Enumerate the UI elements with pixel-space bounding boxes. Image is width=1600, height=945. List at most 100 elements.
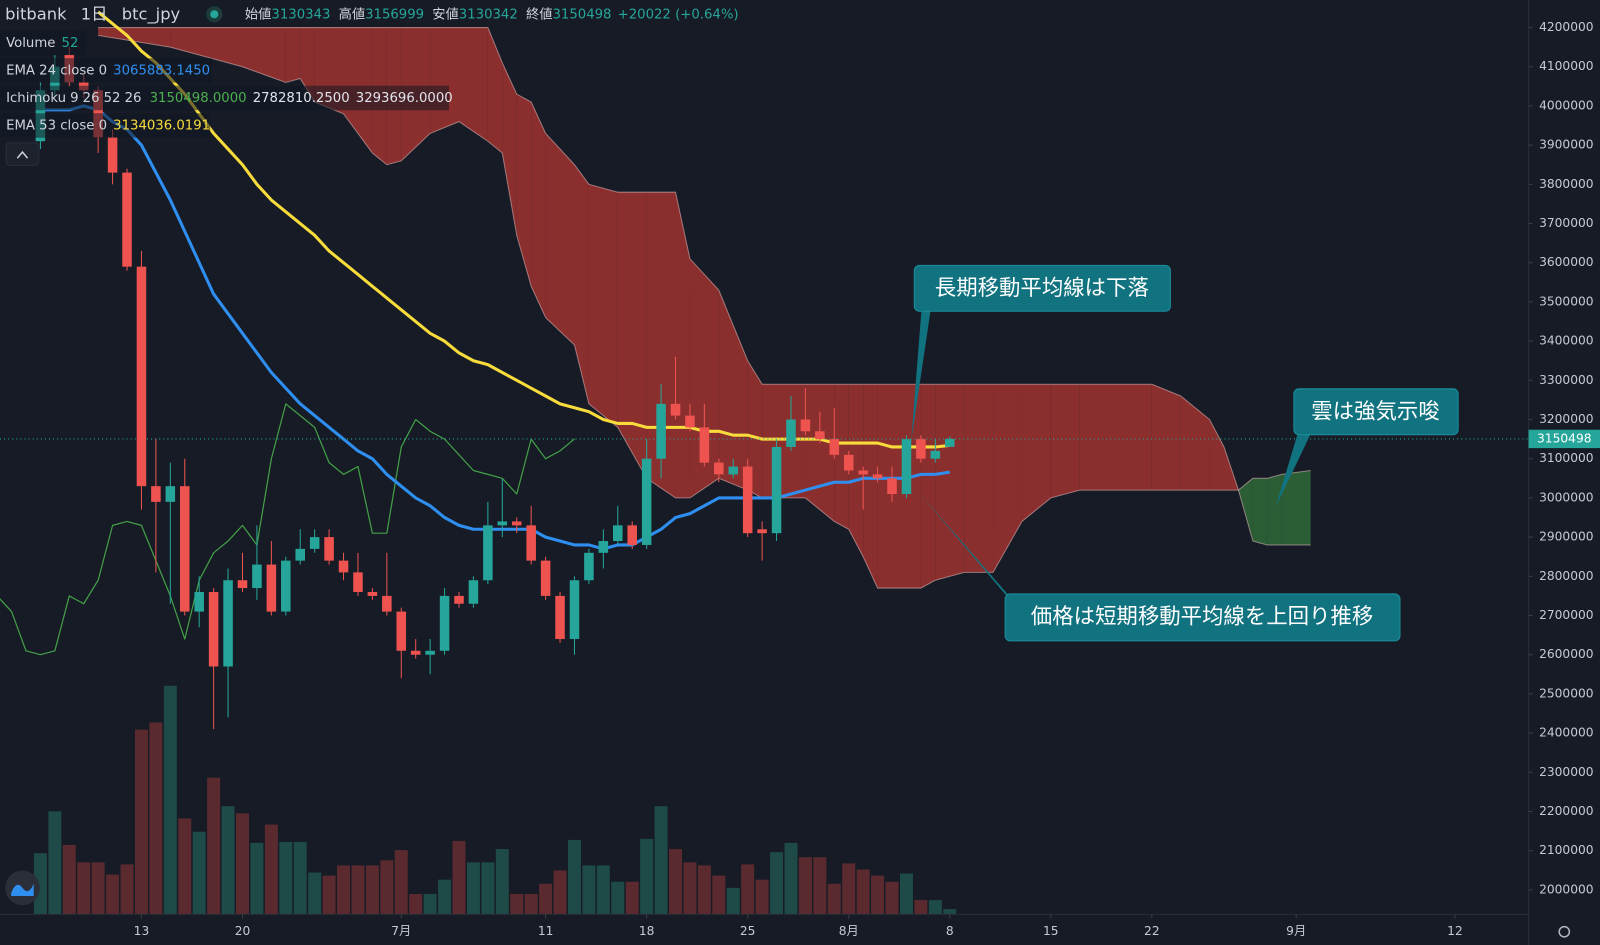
volume-bar [452,840,466,915]
volume-bar [365,865,379,915]
cloud-segment [98,27,171,48]
volume-bar [279,841,293,915]
cloud-segment [285,27,301,83]
price-tag [1528,429,1600,449]
candle-body [887,478,897,494]
volume-bar [322,875,336,915]
ohlc-value: 3156999 [365,7,424,22]
candle-body [309,537,320,549]
legend-param: 26 [83,91,100,106]
volume-bar [62,844,76,915]
candle-body [252,564,262,589]
candle-body [569,580,580,640]
volume-bar [495,849,509,915]
cloud-segment [762,384,806,498]
candle-body [483,525,493,581]
cloud-segment [718,290,748,491]
y-tick-label: 2600000 [1539,647,1593,661]
x-tick-label: 7月 [391,924,411,938]
volume-layer [33,685,957,915]
volume-bar [308,872,322,915]
ichimoku-legend[interactable]: Ichimoku 9 26 52 26 3150498.0000 2782810.2500 3… [6,91,453,106]
volume-bar [914,900,928,915]
logo-icon [11,883,34,897]
volume-bar [683,862,697,915]
callout-box [1004,593,1401,642]
candle-body [367,591,378,596]
volume-bar [582,865,596,915]
change: +20022 (+0.64%) [618,7,739,22]
x-tick-label: 12 [1447,924,1463,938]
cloud-segment [1267,474,1282,545]
x-tick-label: 13 [134,924,150,938]
y-tick-label: 3000000 [1539,490,1593,504]
ema-fast-legend[interactable]: EMA 24 close 0 3065883.1450 [6,63,210,78]
symbol: bitbank [5,4,67,23]
y-tick-label: 2700000 [1539,608,1593,622]
legend-row-bg [0,113,211,138]
candle-body [338,560,349,573]
volume-bar [235,813,249,915]
cloud-segment [487,27,503,153]
ema-slow-legend[interactable]: EMA 53 close 0 3134036.0191 [6,119,210,134]
volume-bar [899,873,913,915]
volume-bar [337,865,351,915]
candle-body [670,403,681,416]
candle-body [324,537,334,561]
legend: bitbank 1日 btc_jpy 始値3130343 高値3156999 安値313… [0,4,739,166]
ohlc-value: 3130342 [459,7,518,22]
callout-text: 価格は短期移動平均線を上回り推移 [1031,604,1373,629]
volume-bar [741,864,755,915]
x-tick-label: 25 [740,924,756,938]
collapse-button[interactable] [5,142,40,166]
volume-bar [770,852,784,915]
y-tick-label: 3700000 [1539,216,1593,230]
candle-body [136,266,147,487]
callout-pointer [911,310,931,441]
volume-bar [842,863,856,915]
volume-legend[interactable]: Volume 52 [6,36,78,51]
volume-bar [221,806,235,915]
y-tick-label: 2900000 [1539,530,1593,544]
volume-bar [134,729,148,915]
x-tick-label: 15 [1043,924,1059,938]
cloud-segment [242,27,286,83]
volume-bar [625,881,639,915]
candle-body [410,650,421,655]
volume-bar [611,881,625,915]
legend-param: 9 [70,91,78,106]
candle-body [526,525,536,561]
candle-body [872,474,883,479]
candle-body [540,560,551,596]
lagging-span [0,403,575,656]
x-tick-label: 20 [235,924,251,938]
ohlc-label: 終値 [526,6,553,22]
candle-body [295,548,305,561]
volume-bar [928,900,942,915]
y-tick-label: 3300000 [1539,373,1593,387]
legend-value: 3150498.0000 [150,91,247,106]
y-tick-label: 2800000 [1539,569,1593,583]
settings-icon[interactable] [1558,925,1571,938]
y-tick-label: 3200000 [1539,412,1593,426]
ohlc-label: 高値 [339,5,366,22]
candle-body [757,529,767,534]
x-tick-label: 11 [538,924,554,938]
candle-body [223,580,233,667]
cloud-segment [646,192,676,498]
cloud-segment [863,384,878,589]
x-tick-label: 9月 [1286,924,1306,938]
volume-bar [510,893,524,915]
ema-fast-line [40,104,951,551]
volume-bar [553,870,567,915]
legend-row-bg [0,58,213,83]
volume-bar [438,879,452,915]
header: bitbank 1日 btc_jpy [5,4,180,24]
volume-bar [856,869,870,915]
volume-bar [380,860,394,915]
x-tick-label: 18 [639,924,655,938]
volume-bar [481,862,495,915]
candle-body [165,486,176,502]
candle-body [511,521,522,526]
